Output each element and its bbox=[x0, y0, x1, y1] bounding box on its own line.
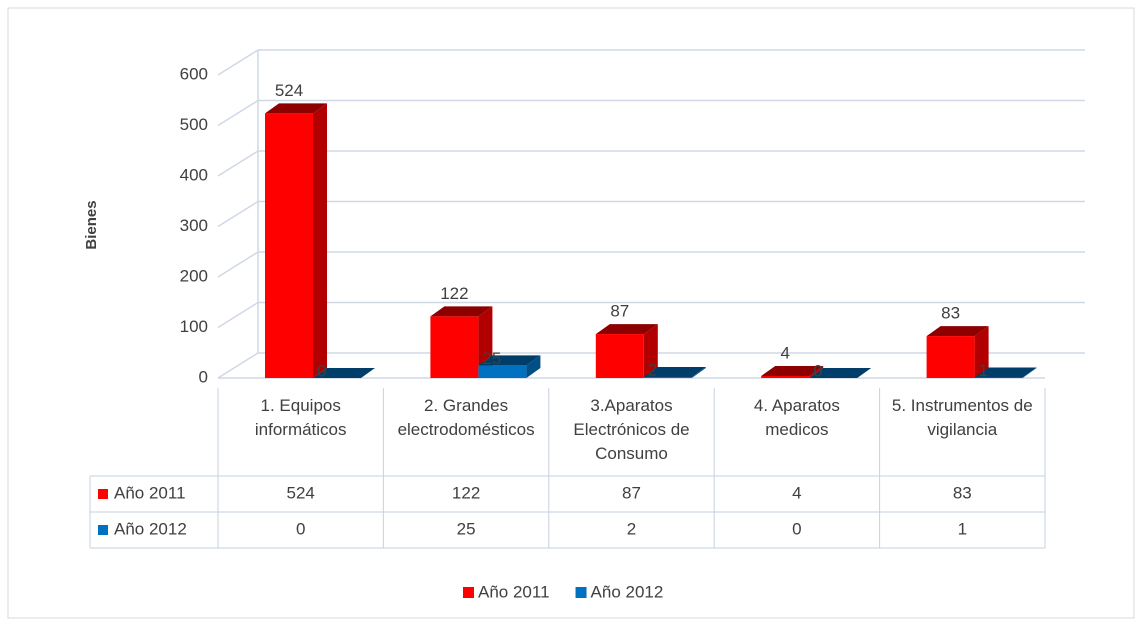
table-value: 25 bbox=[457, 519, 476, 538]
bar bbox=[430, 306, 493, 378]
bar-side bbox=[809, 365, 824, 378]
bar bbox=[265, 103, 327, 378]
grid-line bbox=[217, 352, 259, 379]
bar-top bbox=[809, 368, 872, 378]
chart-border bbox=[7, 7, 1135, 619]
table-value: 87 bbox=[622, 483, 641, 502]
data-label: 4 bbox=[780, 343, 789, 362]
bar-side bbox=[526, 355, 541, 378]
grid-line bbox=[217, 99, 259, 127]
bar bbox=[478, 355, 541, 378]
row-label: Año 2012 bbox=[114, 519, 187, 538]
category-cell: 4. Aparatos medicos bbox=[753, 396, 840, 439]
bar bbox=[926, 326, 989, 378]
bar-top bbox=[478, 355, 541, 366]
y-tick-label: 400 bbox=[180, 165, 208, 184]
category-label: 1. Equipos informáticos bbox=[254, 396, 347, 439]
bar-side bbox=[1022, 367, 1037, 378]
category-label: 4. Aparatos medicos bbox=[753, 396, 840, 439]
legend-key bbox=[463, 587, 474, 598]
bar-front bbox=[643, 376, 692, 378]
grid-line bbox=[217, 200, 259, 228]
grid-line bbox=[217, 150, 259, 177]
legend-label: Año 2012 bbox=[591, 582, 664, 601]
bar-front bbox=[926, 336, 975, 378]
bar-front bbox=[430, 316, 479, 378]
category-label: 2. Grandes electrodomésticos bbox=[397, 396, 535, 439]
table-value: 0 bbox=[792, 519, 801, 538]
data-label: 1 bbox=[979, 361, 988, 380]
legend-key bbox=[98, 489, 108, 499]
category-cell: 5. Instrumentos de vigilancia bbox=[891, 396, 1033, 439]
table-value: 122 bbox=[452, 483, 480, 502]
row-label: Año 2011 bbox=[114, 483, 186, 502]
data-label: 83 bbox=[941, 304, 960, 323]
y-tick-label: 600 bbox=[180, 64, 208, 83]
table-value: 1 bbox=[958, 519, 967, 538]
data-label: 524 bbox=[275, 81, 303, 100]
y-tick-label: 300 bbox=[180, 216, 208, 235]
bar-top bbox=[643, 366, 706, 377]
category-cell: 2. Grandes electrodomésticos bbox=[397, 396, 535, 439]
data-label: 87 bbox=[610, 302, 629, 321]
category-label: 5. Instrumentos de vigilancia bbox=[891, 396, 1033, 439]
category-cell: 3.Aparatos Electrónicos de Consumo bbox=[573, 396, 690, 463]
data-label: 2 bbox=[648, 360, 657, 379]
grid-line bbox=[217, 251, 259, 278]
bar-front bbox=[478, 365, 527, 378]
category-label: 3.Aparatos Electrónicos de Consumo bbox=[573, 396, 690, 463]
legend-key bbox=[98, 525, 108, 535]
y-tick-label: 500 bbox=[180, 115, 208, 134]
bar-front bbox=[595, 334, 644, 378]
bar-top bbox=[974, 367, 1037, 378]
y-tick-label: 200 bbox=[180, 266, 208, 285]
y-axis-label: Bienes bbox=[83, 200, 100, 249]
data-label: 0 bbox=[813, 361, 822, 380]
bar-side bbox=[974, 326, 989, 378]
bar bbox=[313, 368, 375, 378]
table-value: 83 bbox=[953, 483, 972, 502]
grid-line bbox=[217, 301, 259, 329]
bar bbox=[595, 324, 658, 378]
table-value: 2 bbox=[627, 519, 636, 538]
bar bbox=[974, 367, 1037, 378]
legend-label: Año 2011 bbox=[478, 582, 550, 601]
data-label: 122 bbox=[440, 284, 468, 303]
bar-side bbox=[313, 103, 327, 378]
data-label: 0 bbox=[317, 361, 326, 380]
grid-line bbox=[217, 49, 259, 76]
legend-key bbox=[575, 587, 587, 598]
bar-top bbox=[430, 306, 493, 317]
bar-top bbox=[265, 103, 327, 114]
bar-top bbox=[761, 365, 824, 376]
table-value: 0 bbox=[296, 519, 305, 538]
bar bbox=[643, 366, 706, 378]
bar bbox=[809, 368, 872, 378]
table-value: 524 bbox=[287, 483, 315, 502]
bar-top bbox=[595, 324, 658, 335]
data-label: 25 bbox=[482, 349, 501, 368]
y-tick-label: 100 bbox=[180, 317, 208, 336]
bar-front bbox=[761, 375, 810, 378]
bar-side bbox=[643, 324, 658, 378]
bar-side bbox=[691, 366, 706, 378]
bar-front bbox=[974, 377, 1023, 378]
bar-front bbox=[265, 113, 313, 378]
y-tick-label: 0 bbox=[199, 367, 208, 386]
bar-top bbox=[313, 368, 375, 378]
category-cell: 1. Equipos informáticos bbox=[254, 396, 347, 439]
bar-top bbox=[926, 326, 989, 337]
bar bbox=[761, 365, 824, 378]
table-value: 4 bbox=[792, 483, 801, 502]
